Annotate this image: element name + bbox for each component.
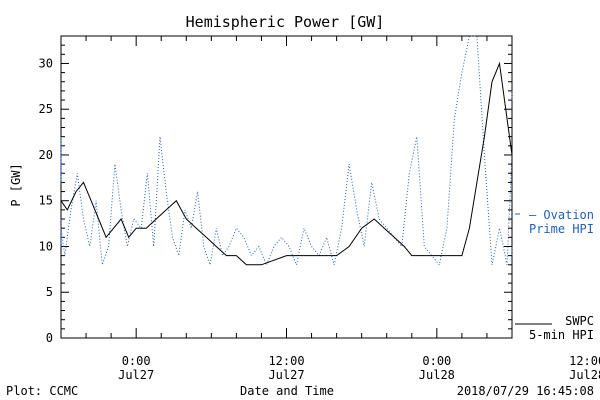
y-tick-label: 30 [39,56,53,70]
legend-swpc-line1: SWPC [565,314,594,328]
x-tick-time-label: 12:00 [569,354,600,368]
x-tick-date-label: Jul27 [118,368,154,382]
x-axis-label: Date and Time [240,384,334,398]
y-tick-label: 0 [46,331,53,345]
x-tick-time-label: 0:00 [422,354,451,368]
y-axis-ticks: 0 5 10 15 20 25 30 [39,35,512,345]
plot-frame [60,35,513,339]
x-tick-date-label: Jul27 [268,368,304,382]
y-tick-label: 20 [39,148,53,162]
y-tick-label: 10 [39,239,53,253]
footer-timestamp: 2018/07/29 16:45:08 [457,384,594,398]
y-tick-label: 5 [46,285,53,299]
legend-ovation-line2: Prime HPI [529,222,594,236]
x-axis-ticks: 0:00Jul2712:00Jul270:00Jul2812:00Jul280:… [60,36,600,382]
y-tick-label: 15 [39,194,53,208]
x-tick-time-label: 12:00 [268,354,304,368]
series-swpc-5min-hpi [60,61,513,266]
x-tick-time-label: 0:00 [122,354,151,368]
legend-swpc-line2: 5-min HPI [529,328,594,342]
footer-plot-credit: Plot: CCMC [6,384,78,398]
chart-title: Hemispheric Power [GW] [186,13,385,31]
y-axis-label: P [GW] [9,163,23,206]
series-ovation-prime-hpi [60,35,513,267]
x-tick-date-label: Jul28 [569,368,600,382]
series-layer [60,35,513,267]
y-tick-label: 25 [39,102,53,116]
legend-ovation-line1: — Ovation [529,208,594,222]
x-tick-date-label: Jul28 [419,368,455,382]
